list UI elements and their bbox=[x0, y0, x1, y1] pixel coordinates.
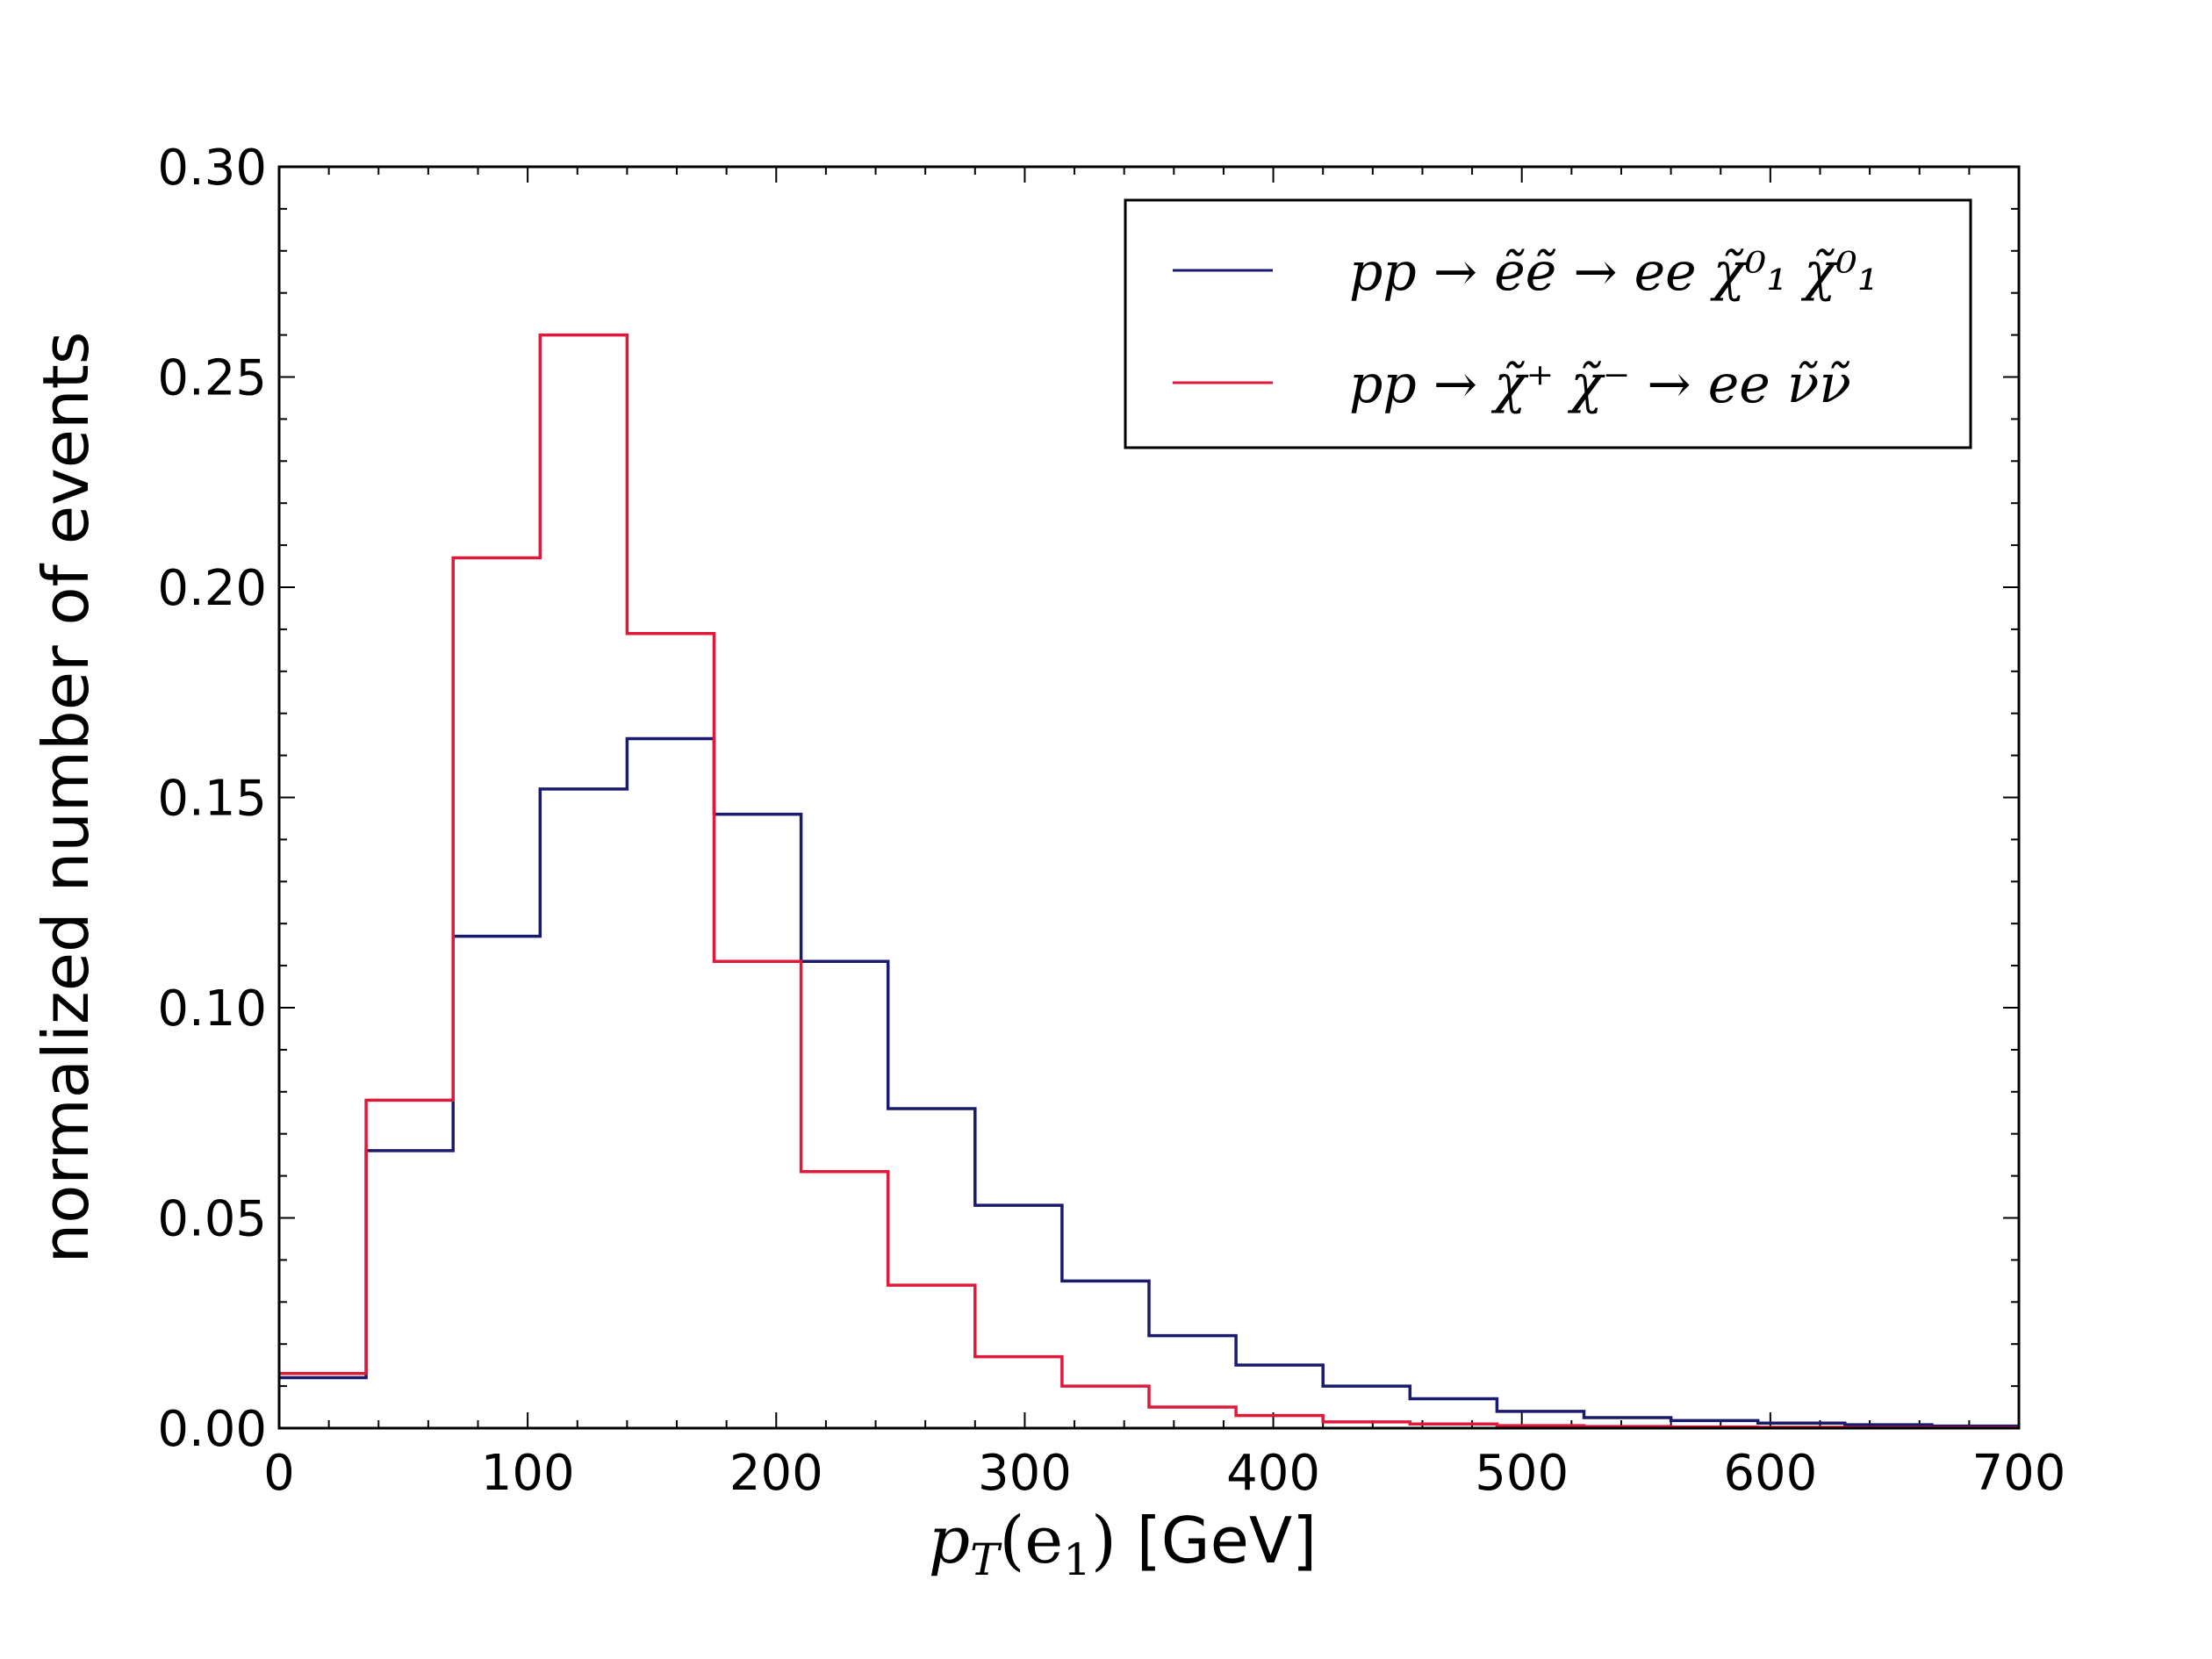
x-label-p: p bbox=[929, 1503, 970, 1578]
x-tick-label: 300 bbox=[978, 1445, 1072, 1502]
x-label-unit: [GeV] bbox=[1117, 1504, 1317, 1577]
y-tick-label: 0.00 bbox=[157, 1401, 267, 1458]
x-tick-label: 200 bbox=[729, 1445, 823, 1502]
plot-frame bbox=[277, 165, 2021, 1430]
x-label-sub: T bbox=[970, 1534, 1002, 1585]
series-group bbox=[279, 333, 2019, 1430]
y-tick-label: 0.15 bbox=[157, 771, 267, 828]
x-tick-label: 500 bbox=[1475, 1445, 1569, 1502]
x-tick-label: 0 bbox=[263, 1445, 295, 1502]
y-tick-label: 0.05 bbox=[157, 1191, 267, 1248]
histogram-series-chargino bbox=[279, 333, 2019, 1430]
x-tick-label: 400 bbox=[1226, 1445, 1320, 1502]
y-tick-label: 0.20 bbox=[157, 560, 267, 617]
y-tick-label: 0.10 bbox=[157, 980, 267, 1038]
legend-label-selectron: pp → ẽẽ → ee χ̃⁰₁ χ̃⁰₁ bbox=[1349, 241, 1878, 303]
x-label-arg: (e bbox=[999, 1503, 1063, 1578]
x-tick-label: 700 bbox=[1972, 1445, 2066, 1502]
y-tick-labels: 0.00 0.05 0.10 0.15 0.20 0.25 0.30 bbox=[157, 140, 267, 1458]
x-tick-labels: 0 100 200 300 400 500 600 700 bbox=[263, 1445, 2065, 1502]
y-axis-label: normalized number of events bbox=[29, 332, 103, 1264]
legend-label-chargino: pp → χ̃⁺ χ̃⁻ → ee ν̃ν̃ bbox=[1349, 354, 1851, 415]
x-tick-label: 600 bbox=[1723, 1445, 1817, 1502]
legend-box bbox=[1124, 198, 1972, 449]
x-label-close: ) bbox=[1091, 1503, 1117, 1578]
x-axis-label: pT(e1) [GeV] bbox=[929, 1503, 1318, 1585]
y-tick-label: 0.30 bbox=[157, 140, 267, 197]
histogram-series-selectron bbox=[279, 736, 2019, 1428]
x-tick-label: 100 bbox=[481, 1445, 575, 1502]
y-tick-label: 0.25 bbox=[157, 350, 267, 407]
legend: pp → ẽẽ → ee χ̃⁰₁ χ̃⁰₁ pp → χ̃⁺ χ̃⁻ → ee… bbox=[1124, 198, 1972, 449]
x-label-argsub: 1 bbox=[1063, 1534, 1091, 1585]
